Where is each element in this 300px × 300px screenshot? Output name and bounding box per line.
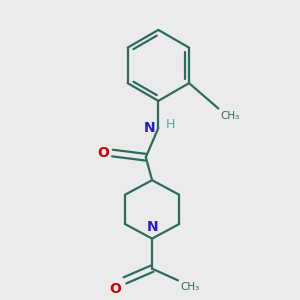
- Text: CH₃: CH₃: [180, 282, 199, 292]
- Text: O: O: [97, 146, 109, 160]
- Text: N: N: [143, 121, 155, 135]
- Text: N: N: [146, 220, 158, 234]
- Text: H: H: [166, 118, 175, 131]
- Text: O: O: [110, 282, 122, 296]
- Text: CH₃: CH₃: [220, 110, 240, 121]
